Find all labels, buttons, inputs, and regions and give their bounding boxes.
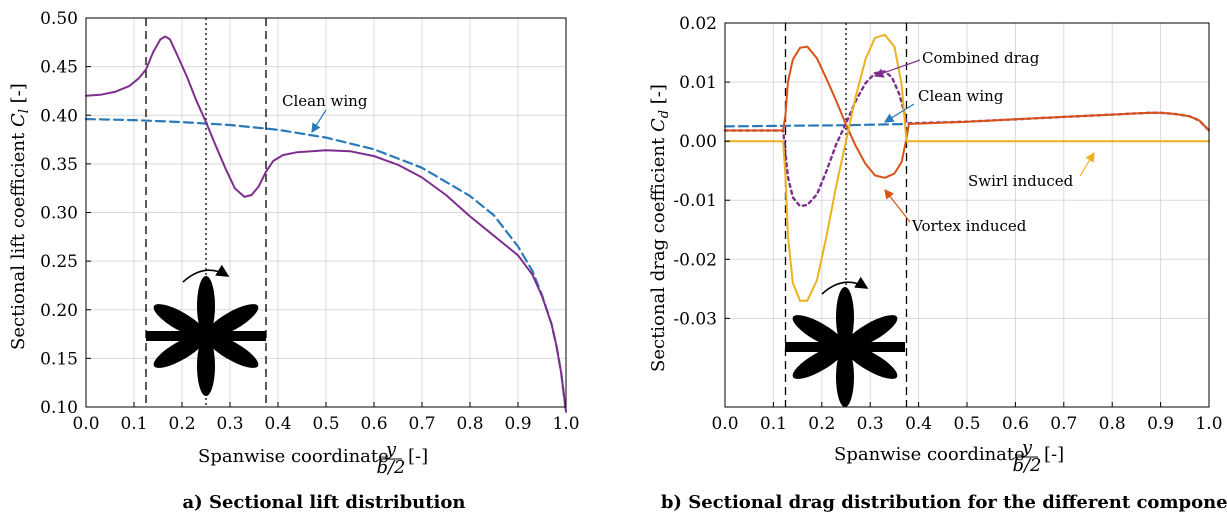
drag-chart-series	[723, 33, 1211, 302]
series-line-swirl-induced	[724, 33, 1210, 302]
x-tick-label: 0.2	[808, 414, 835, 434]
lift-chart-series	[84, 35, 568, 413]
drag-y-axis-label: Sectional drag coefficient Cd [-]	[648, 84, 672, 372]
rotation-arrow-icon	[182, 264, 230, 283]
caption-a: a) Sectional lift distribution	[183, 492, 466, 513]
svg-text:[-]: [-]	[1044, 444, 1064, 465]
y-tick-label: 0.50	[40, 9, 78, 29]
y-tick-label: 0.15	[40, 349, 78, 369]
drag-annotation-combined-arrow	[873, 59, 921, 78]
x-tick-label: 0.5	[953, 414, 980, 434]
y-tick-label: -0.01	[673, 191, 717, 211]
x-tick-label: 0.6	[1002, 414, 1029, 434]
x-tick-label: 0.5	[312, 414, 339, 434]
y-tick-label: 0.40	[40, 106, 78, 126]
x-tick-label: 0.3	[857, 414, 884, 434]
drag-x-axis-fraction: y b/2 [-]	[1012, 437, 1064, 476]
x-tick-label: 0.1	[760, 414, 787, 434]
propeller-icon	[146, 264, 266, 396]
y-tick-label: -0.03	[673, 309, 717, 329]
x-tick-label: 0.4	[905, 414, 932, 434]
x-tick-label: 0.4	[264, 414, 291, 434]
x-tick-label: 0.7	[408, 414, 435, 434]
y-tick-label: -0.02	[673, 250, 717, 270]
lift-x-axis-fraction: y b/2 [-]	[376, 439, 428, 478]
lift-chart-grid	[86, 18, 566, 407]
y-tick-label: 0.00	[679, 132, 717, 152]
drag-annotation-vortex-arrow	[884, 189, 911, 223]
series-line-lift	[85, 35, 567, 413]
drag-annotation-swirl: Swirl induced	[968, 172, 1074, 190]
lift-x-axis-label: Spanwise coordinate	[198, 446, 389, 467]
x-tick-label: 0.3	[216, 414, 243, 434]
y-tick-label: 0.10	[40, 398, 78, 418]
y-tick-label: 0.01	[679, 73, 717, 93]
svg-text:b/2: b/2	[376, 457, 405, 478]
x-tick-label: 0.0	[72, 414, 99, 434]
series-line-clean-wing	[723, 122, 908, 128]
propeller-icon	[785, 276, 905, 407]
caption-b: b) Sectional drag distribution for the d…	[661, 492, 1227, 513]
svg-text:b/2: b/2	[1012, 455, 1041, 476]
drag-annotation-combined: Combined drag	[922, 49, 1040, 67]
x-tick-label: 0.1	[120, 414, 147, 434]
x-tick-label: 0.7	[1050, 414, 1077, 434]
rotation-arrow-icon	[821, 276, 869, 295]
x-tick-label: 0.0	[711, 414, 738, 434]
x-tick-label: 0.8	[456, 414, 483, 434]
svg-text:[-]: [-]	[408, 446, 428, 467]
x-tick-label: 0.8	[1099, 414, 1126, 434]
x-tick-label: 0.6	[360, 414, 387, 434]
y-tick-label: 0.35	[40, 155, 78, 175]
y-tick-label: 0.45	[40, 58, 78, 78]
drag-annotation-clean: Clean wing	[918, 87, 1004, 105]
svg-text:y: y	[385, 439, 397, 460]
series-line-vortex-induced	[724, 45, 1210, 179]
x-tick-label: 0.2	[168, 414, 195, 434]
lift-annotation-clean-wing: Clean wing	[282, 92, 368, 110]
y-tick-label: 0.25	[40, 252, 78, 272]
y-tick-label: 0.02	[679, 14, 717, 34]
drag-annotation-vortex: Vortex induced	[911, 217, 1027, 235]
drag-annotation-clean-arrow	[883, 103, 915, 123]
x-tick-label: 0.9	[1147, 414, 1174, 434]
x-tick-label: 1.0	[1195, 414, 1222, 434]
lift-y-axis-label: Sectional lift coefficient Cl [-]	[8, 83, 32, 350]
svg-text:y: y	[1021, 437, 1033, 458]
x-tick-label: 0.9	[504, 414, 531, 434]
lift-chart-ticks: 0.0 0.1 0.2 0.3 0.4 0.5 0.6 0.7 0.8 0.9 1.0 0.10 0.1…	[40, 9, 579, 434]
drag-annotation-swirl-arrow	[1079, 151, 1095, 177]
drag-chart-ticks: 0.0 0.1 0.2 0.3 0.4 0.5 0.6 0.7 0.8 0.9 1.0 0.02 0.0…	[673, 14, 1222, 434]
y-tick-label: 0.30	[40, 204, 78, 224]
y-tick-label: 0.20	[40, 301, 78, 321]
x-tick-label: 1.0	[552, 414, 579, 434]
drag-x-axis-label: Spanwise coordinate	[834, 444, 1025, 465]
lift-annotation-clean-wing-arrow	[311, 109, 327, 134]
